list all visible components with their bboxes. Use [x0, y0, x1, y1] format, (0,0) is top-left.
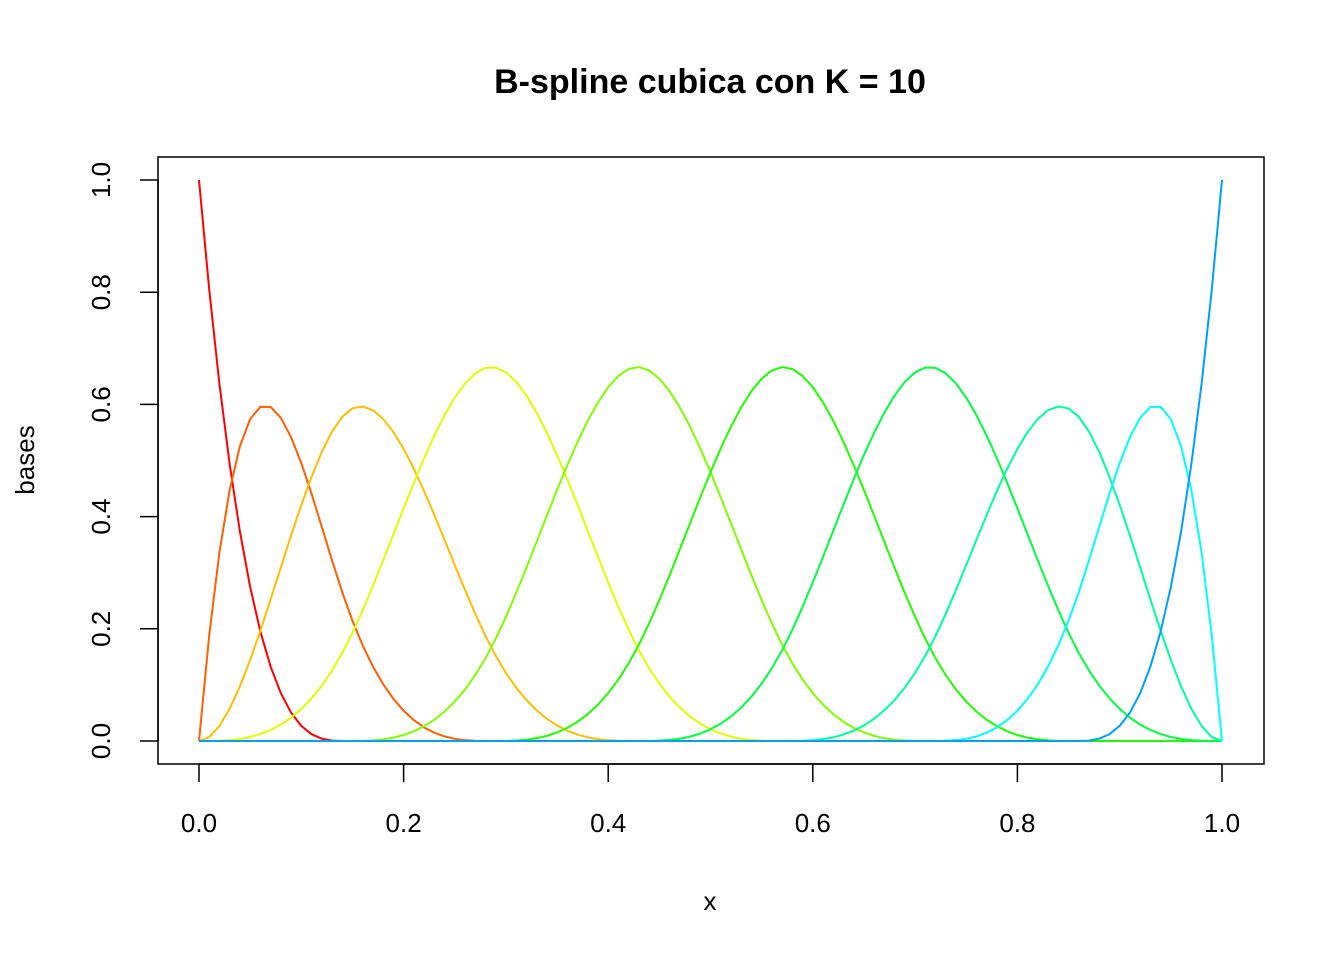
plot-frame — [157, 156, 1265, 765]
y-tick-label: 1.0 — [86, 162, 116, 198]
y-tick-label: 0.0 — [86, 723, 116, 759]
y-tick-label: 0.8 — [86, 274, 116, 310]
series-line-6 — [199, 366, 1222, 742]
y-tick-label: 0.2 — [86, 611, 116, 647]
x-tick-label: 0.6 — [795, 808, 831, 838]
series-line-4 — [198, 366, 1222, 742]
chart-title: B-spline cubica con K = 10 — [494, 63, 926, 101]
x-tick-label: 0.4 — [590, 808, 626, 838]
series-line-1 — [198, 179, 1222, 742]
y-tick-label: 0.6 — [86, 386, 116, 422]
series-line-8 — [199, 405, 1223, 742]
x-axis-label: x — [704, 886, 717, 916]
y-axis-label: bases — [10, 425, 40, 494]
x-tick-label: 0.8 — [999, 808, 1035, 838]
series-group — [198, 179, 1223, 742]
y-tick-label: 0.4 — [86, 499, 116, 535]
series-line-5 — [199, 366, 1222, 742]
series-line-7 — [199, 366, 1223, 742]
x-axis: 0.0 0.2 0.4 0.6 0.8 1.0 — [181, 763, 1240, 838]
series-line-2 — [198, 405, 1222, 742]
x-tick-label: 0.0 — [181, 808, 217, 838]
series-line-3 — [198, 405, 1222, 742]
x-tick-label: 1.0 — [1204, 808, 1240, 838]
series-line-10 — [199, 179, 1223, 742]
x-tick-label: 0.2 — [386, 808, 422, 838]
series-line-9 — [199, 405, 1223, 742]
y-axis: 0.0 0.2 0.4 0.6 0.8 1.0 — [86, 162, 159, 759]
